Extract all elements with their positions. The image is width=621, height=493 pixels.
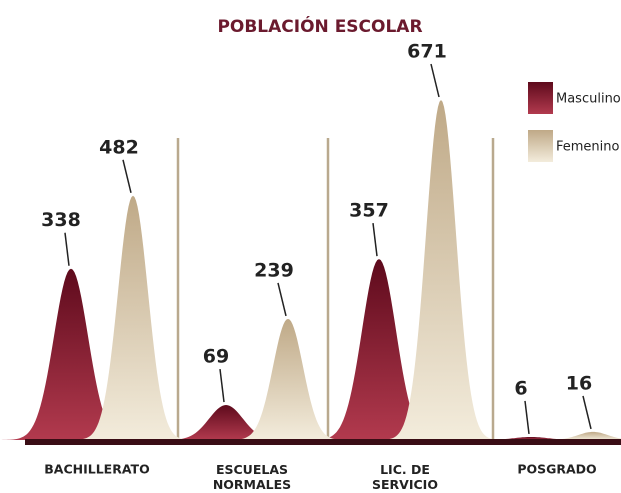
x-tick-label: ESCUELAS NORMALES — [213, 462, 291, 492]
value-label: 482 — [99, 136, 139, 158]
x-tick-label: POSGRADO — [517, 462, 596, 477]
peak — [302, 259, 456, 440]
leader — [64, 232, 70, 266]
value-label: 338 — [41, 209, 81, 231]
leader — [219, 368, 225, 403]
peak — [65, 195, 201, 440]
peak — [525, 431, 621, 440]
value-label: 357 — [349, 200, 389, 222]
value-label: 16 — [566, 372, 592, 394]
peak — [373, 100, 509, 440]
leader — [582, 395, 592, 430]
leader — [430, 63, 440, 98]
chart-title: POBLACIÓN ESCOLAR — [217, 15, 422, 37]
baseline — [25, 439, 621, 445]
value-label: 6 — [514, 377, 527, 399]
peak — [454, 437, 608, 440]
value-label: 69 — [203, 346, 229, 368]
legend-label: Femenino — [556, 140, 620, 155]
peak — [220, 318, 356, 440]
x-tick-label: BACHILLERATO — [44, 462, 149, 477]
x-tick-label: LIC. DE SERVICIO — [372, 462, 438, 492]
legend-swatch — [528, 82, 553, 114]
peak — [149, 405, 303, 440]
leader — [122, 159, 132, 193]
legend-label: Masculino — [556, 92, 621, 107]
leader — [277, 282, 287, 317]
value-label: 671 — [407, 41, 447, 63]
leader — [372, 223, 378, 257]
leader — [524, 400, 530, 435]
value-label: 239 — [254, 259, 294, 281]
peak — [0, 268, 148, 440]
legend-swatch — [528, 130, 553, 162]
